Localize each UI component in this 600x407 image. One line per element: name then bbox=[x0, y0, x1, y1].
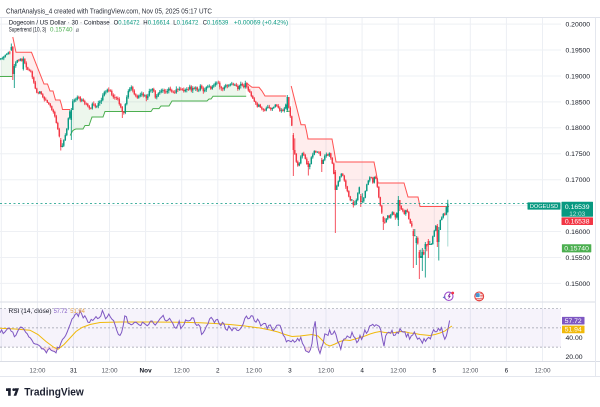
svg-text:Supertrend (10, 3): Supertrend (10, 3) bbox=[9, 27, 47, 34]
svg-text:RSI (14, close): RSI (14, close) bbox=[9, 308, 52, 315]
svg-text:ø: ø bbox=[76, 27, 80, 34]
svg-text:Nov: Nov bbox=[140, 368, 153, 375]
svg-text:51.94: 51.94 bbox=[70, 308, 85, 315]
svg-text:Dogecoin / US Dollar · 30 · Co: Dogecoin / US Dollar · 30 · Coinbase bbox=[9, 19, 110, 26]
svg-text:TradingView: TradingView bbox=[24, 387, 84, 399]
svg-text:51.94: 51.94 bbox=[565, 327, 582, 334]
svg-text:ChartAnalysis_4 created with T: ChartAnalysis_4 created with TradingView… bbox=[6, 6, 212, 15]
svg-text:12:00: 12:00 bbox=[29, 368, 45, 375]
svg-text:L0.16472: L0.16472 bbox=[173, 19, 198, 26]
svg-text:0.16000: 0.16000 bbox=[566, 229, 591, 236]
svg-text:O0.16472: O0.16472 bbox=[114, 19, 140, 26]
svg-text:0.19000: 0.19000 bbox=[566, 73, 591, 80]
svg-text:0.18000: 0.18000 bbox=[566, 125, 591, 132]
svg-text:0.20000: 0.20000 bbox=[566, 22, 591, 29]
svg-text:57.72: 57.72 bbox=[54, 308, 68, 315]
svg-text:4: 4 bbox=[360, 368, 364, 375]
svg-text:12:00: 12:00 bbox=[535, 368, 551, 375]
svg-text:57.72: 57.72 bbox=[565, 318, 582, 325]
svg-text:12:00: 12:00 bbox=[390, 368, 406, 375]
svg-text:0.17000: 0.17000 bbox=[566, 177, 591, 184]
svg-text:20.00: 20.00 bbox=[566, 354, 583, 361]
svg-text:6: 6 bbox=[505, 368, 509, 375]
svg-text:12:03: 12:03 bbox=[569, 211, 585, 218]
svg-text:0.15500: 0.15500 bbox=[566, 255, 591, 262]
svg-text:DOGEUSD: DOGEUSD bbox=[530, 204, 558, 210]
svg-text:0.16539: 0.16539 bbox=[565, 204, 590, 211]
svg-text:H0.16614: H0.16614 bbox=[143, 19, 170, 26]
svg-text:+0.00069 (+0.42%): +0.00069 (+0.42%) bbox=[234, 19, 288, 26]
svg-text:12:00: 12:00 bbox=[246, 368, 262, 375]
svg-text:5: 5 bbox=[433, 368, 437, 375]
svg-text:12:00: 12:00 bbox=[462, 368, 478, 375]
svg-text:31: 31 bbox=[70, 368, 78, 375]
svg-text:0.17500: 0.17500 bbox=[566, 151, 591, 158]
svg-text:40.00: 40.00 bbox=[566, 335, 583, 342]
svg-text:0.18500: 0.18500 bbox=[566, 99, 591, 106]
svg-text:12:00: 12:00 bbox=[318, 368, 334, 375]
svg-text:12:00: 12:00 bbox=[102, 368, 118, 375]
svg-text:0.16538: 0.16538 bbox=[565, 218, 590, 225]
svg-text:2: 2 bbox=[216, 368, 220, 375]
svg-text:C0.16539: C0.16539 bbox=[203, 19, 229, 26]
svg-text:0.15740: 0.15740 bbox=[564, 246, 589, 253]
svg-text:12:00: 12:00 bbox=[174, 368, 190, 375]
svg-text:0.19500: 0.19500 bbox=[566, 47, 591, 54]
svg-text:3: 3 bbox=[288, 368, 292, 375]
svg-text:0.15000: 0.15000 bbox=[566, 281, 591, 288]
svg-text:0.15740: 0.15740 bbox=[50, 27, 73, 34]
